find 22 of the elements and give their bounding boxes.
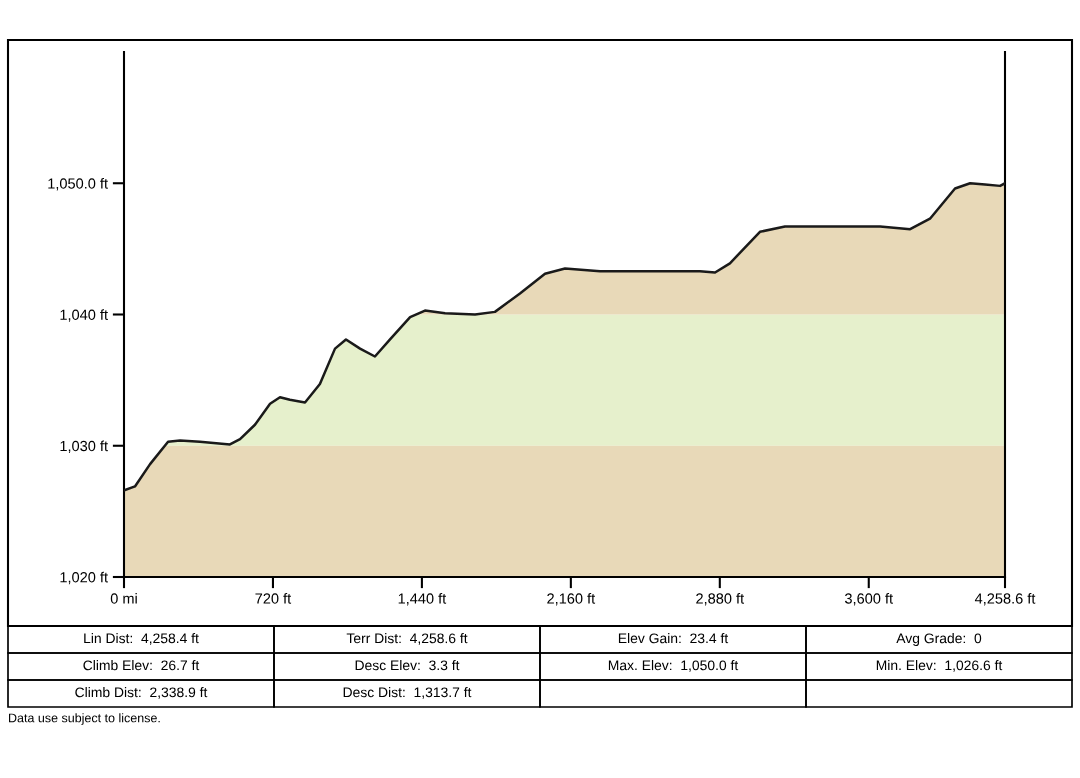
x-tick-label: 3,600 ft <box>844 592 893 606</box>
y-tick-label: 1,030 ft <box>60 440 108 453</box>
text: Terr Dist: 4,258.6 ft <box>346 633 468 645</box>
text: Climb Elev: 26.7 ft <box>83 660 200 671</box>
x-tick-label: 0 mi <box>110 592 137 604</box>
x-tick-label: 2,160 ft <box>547 592 596 606</box>
x-tick-label: 720 ft <box>255 592 292 604</box>
text: Desc Elev: 3.3 ft <box>355 660 460 671</box>
x-tick-label: 4,258.6 ft <box>974 592 1036 606</box>
text: Data use subject to license. <box>9 713 160 725</box>
text: Lin Dist: 4,258.4 ft <box>84 633 199 645</box>
text: Min. Elev: 1,026.6 ft <box>876 660 1003 672</box>
text: Max. Elev: 1,050.0 ft <box>608 660 739 672</box>
y-tick-label: 1,020 ft <box>60 571 108 585</box>
text: Avg Grade: 0 <box>896 633 982 646</box>
y-tick-label: 1,050.0 ft <box>48 177 108 191</box>
y-tick-label: 1,040 ft <box>60 309 108 322</box>
x-tick-label: 1,440 ft <box>398 592 447 606</box>
text: Desc Dist: 1,313.7 ft <box>343 687 472 699</box>
text: Elev Gain: 23.4 ft <box>618 633 729 644</box>
text: Climb Dist: 2,338.9 ft <box>75 687 208 699</box>
x-tick-label: 2,880 ft <box>696 592 745 606</box>
